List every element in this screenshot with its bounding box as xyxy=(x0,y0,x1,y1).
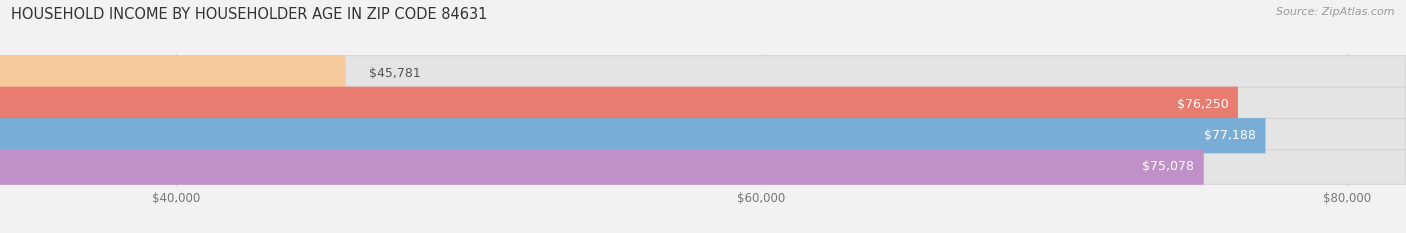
FancyBboxPatch shape xyxy=(0,56,344,90)
Text: HOUSEHOLD INCOME BY HOUSEHOLDER AGE IN ZIP CODE 84631: HOUSEHOLD INCOME BY HOUSEHOLDER AGE IN Z… xyxy=(11,7,488,22)
FancyBboxPatch shape xyxy=(0,118,1406,153)
Text: Source: ZipAtlas.com: Source: ZipAtlas.com xyxy=(1277,7,1395,17)
FancyBboxPatch shape xyxy=(0,87,1237,122)
FancyBboxPatch shape xyxy=(0,87,1406,122)
Text: $45,781: $45,781 xyxy=(368,66,420,79)
FancyBboxPatch shape xyxy=(0,118,1265,153)
Text: $76,250: $76,250 xyxy=(1177,98,1229,111)
Text: $77,188: $77,188 xyxy=(1204,129,1256,142)
FancyBboxPatch shape xyxy=(0,150,1406,184)
Text: $75,078: $75,078 xyxy=(1142,161,1194,174)
FancyBboxPatch shape xyxy=(0,150,1204,184)
FancyBboxPatch shape xyxy=(0,56,1406,90)
